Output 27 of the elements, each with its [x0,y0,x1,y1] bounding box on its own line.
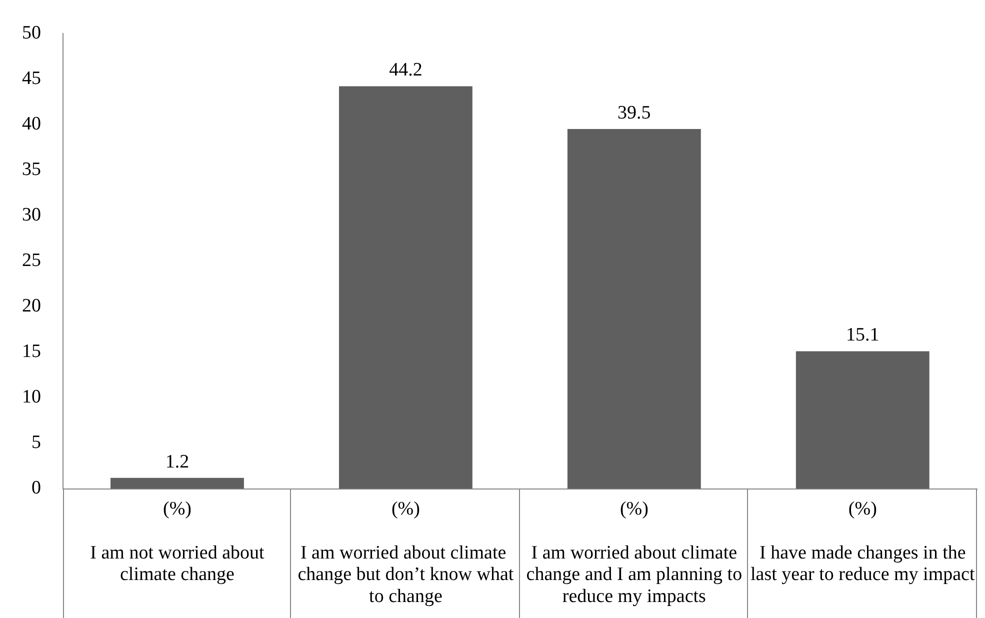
y-tick-label: 5 [32,432,41,454]
y-tick-label: 45 [22,68,41,89]
bar [110,478,244,489]
text: (%) [620,498,648,520]
bar [796,351,930,489]
x-tick-label: I have made changes in the last year to reduce my impact [750,542,976,586]
x-tick-label: I am worried about climate change and I am planning to reduce my impacts [526,542,742,608]
data-label: 1.2 [165,451,190,472]
text: (%) [391,498,420,520]
y-tick-label: 25 [22,250,41,272]
y-tick-label: 0 [32,478,41,499]
x-tick-label: I am not worried about climate change [90,542,266,586]
y-tick-label: 40 [22,113,41,134]
y-tick-label: 30 [22,204,41,226]
bar [567,129,701,489]
bar [338,86,472,489]
y-tick-label: 50 [22,22,41,44]
y-tick-label: 20 [22,296,41,317]
data-label: 15.1 [846,324,880,346]
data-label: 44.2 [389,60,422,81]
x-axis-title: (%) [162,498,192,520]
text: (%) [848,498,877,520]
y-tick-label: 10 [22,386,41,408]
y-tick-label: 35 [22,158,41,180]
y-tick-label: 15 [22,341,41,362]
x-tick-label: I am worried about climate change but don’t know what to change [298,542,514,608]
data-label: 39.5 [618,102,651,124]
